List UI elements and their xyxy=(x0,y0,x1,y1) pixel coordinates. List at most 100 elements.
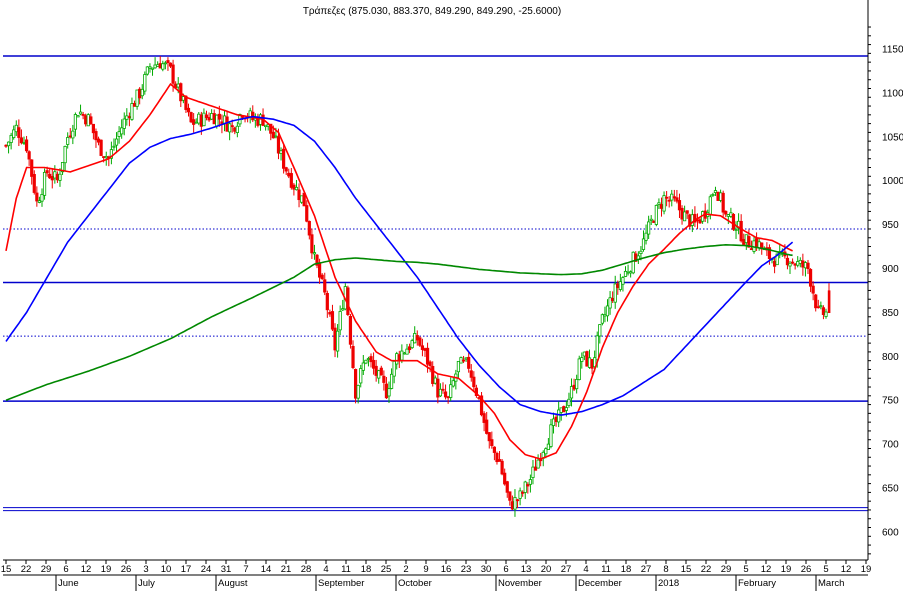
candle-body xyxy=(554,416,558,422)
candle-body xyxy=(698,219,702,224)
candle-body xyxy=(186,107,191,113)
candle-body xyxy=(328,311,332,315)
candle-body xyxy=(228,123,232,133)
candle-body xyxy=(318,263,322,278)
candle-body xyxy=(338,311,342,331)
candle-body xyxy=(405,348,409,355)
candle-body xyxy=(598,324,602,337)
y-tick-label: 850 xyxy=(882,308,899,319)
x-tick-label: 11 xyxy=(341,564,351,575)
candle-body xyxy=(402,352,407,355)
x-tick-label: 12 xyxy=(841,564,852,575)
candle-body xyxy=(521,491,525,494)
candle-body xyxy=(276,136,281,154)
x-tick-label: 9 xyxy=(423,564,428,575)
candle-body xyxy=(81,114,85,116)
candle-body xyxy=(307,220,311,236)
y-tick-label: 1150 xyxy=(882,44,903,55)
candle-body xyxy=(641,238,646,250)
x-month-label: February xyxy=(738,578,776,589)
x-tick-label: 26 xyxy=(801,564,812,575)
candle-body xyxy=(464,357,468,360)
x-month-label: June xyxy=(58,578,79,589)
candle-body xyxy=(767,247,772,260)
candle-body xyxy=(392,360,396,377)
candle-body xyxy=(724,210,728,215)
candle-body xyxy=(495,452,499,463)
candle-body xyxy=(436,378,440,398)
candle-body xyxy=(40,194,44,202)
candle-body xyxy=(6,141,11,147)
candle-body xyxy=(618,281,622,290)
x-tick-label: 5 xyxy=(823,564,828,575)
candle-body xyxy=(235,125,239,133)
candle-body xyxy=(60,162,65,173)
candle-body xyxy=(562,406,566,413)
x-tick-label: 24 xyxy=(201,564,212,575)
x-tick-label: 6 xyxy=(63,564,68,575)
x-tick-label: 4 xyxy=(583,564,588,575)
candle-body xyxy=(37,200,42,203)
x-tick-label: 29 xyxy=(721,564,732,575)
x-tick-label: 19 xyxy=(781,564,792,575)
candle-body xyxy=(153,64,157,69)
x-tick-label: 12 xyxy=(761,564,772,575)
candle-body xyxy=(282,148,286,169)
candle-body xyxy=(382,375,386,383)
candle-body xyxy=(616,283,620,288)
candle-body xyxy=(287,172,291,177)
candle-body xyxy=(796,261,800,266)
candle-body xyxy=(407,346,412,351)
candle-body xyxy=(369,356,373,363)
candle-body xyxy=(680,207,684,220)
candle-body xyxy=(96,138,101,143)
candle-body xyxy=(827,290,831,314)
x-tick-label: 31 xyxy=(221,564,232,575)
candle-body xyxy=(510,501,514,510)
candle-body xyxy=(443,391,448,398)
candle-body xyxy=(122,118,126,129)
candle-body xyxy=(487,432,491,442)
candle-body xyxy=(135,89,139,107)
candle-body xyxy=(171,64,175,84)
candle-body xyxy=(217,113,221,120)
y-tick-label: 950 xyxy=(882,220,899,231)
x-tick-label: 4 xyxy=(323,564,328,575)
candle-body xyxy=(168,62,173,67)
x-tick-label: 22 xyxy=(21,564,32,575)
candle-body xyxy=(626,271,630,274)
x-month-label: August xyxy=(218,578,248,589)
candle-body xyxy=(127,116,131,118)
candle-body xyxy=(816,306,820,309)
candle-body xyxy=(150,67,155,70)
candle-body xyxy=(194,121,198,124)
candle-body xyxy=(793,263,797,266)
x-tick-label: 14 xyxy=(261,564,272,575)
candle-body xyxy=(50,176,54,181)
candle-body xyxy=(148,66,152,69)
candle-body xyxy=(587,357,592,368)
x-tick-label: 20 xyxy=(541,564,552,575)
candle-body xyxy=(68,135,72,138)
candle-body xyxy=(528,479,532,485)
candle-body xyxy=(264,124,268,128)
y-tick-label: 600 xyxy=(882,527,899,538)
candle-body xyxy=(657,202,661,205)
candle-body xyxy=(225,116,229,132)
x-tick-label: 16 xyxy=(441,564,452,575)
candle-body xyxy=(515,499,520,502)
moving-average-lines xyxy=(5,82,794,460)
candle-body xyxy=(824,311,828,317)
candle-body xyxy=(63,146,67,164)
candle-body xyxy=(312,252,317,255)
candle-body xyxy=(503,472,507,485)
candle-body xyxy=(461,359,466,362)
candle-body xyxy=(413,333,417,344)
candle-body xyxy=(348,315,353,345)
candle-body xyxy=(608,297,612,309)
candle-body xyxy=(279,150,283,154)
x-month-label: November xyxy=(498,578,542,589)
y-tick-label: 1000 xyxy=(882,176,903,187)
candle-body xyxy=(803,262,808,269)
candle-body xyxy=(713,190,718,193)
